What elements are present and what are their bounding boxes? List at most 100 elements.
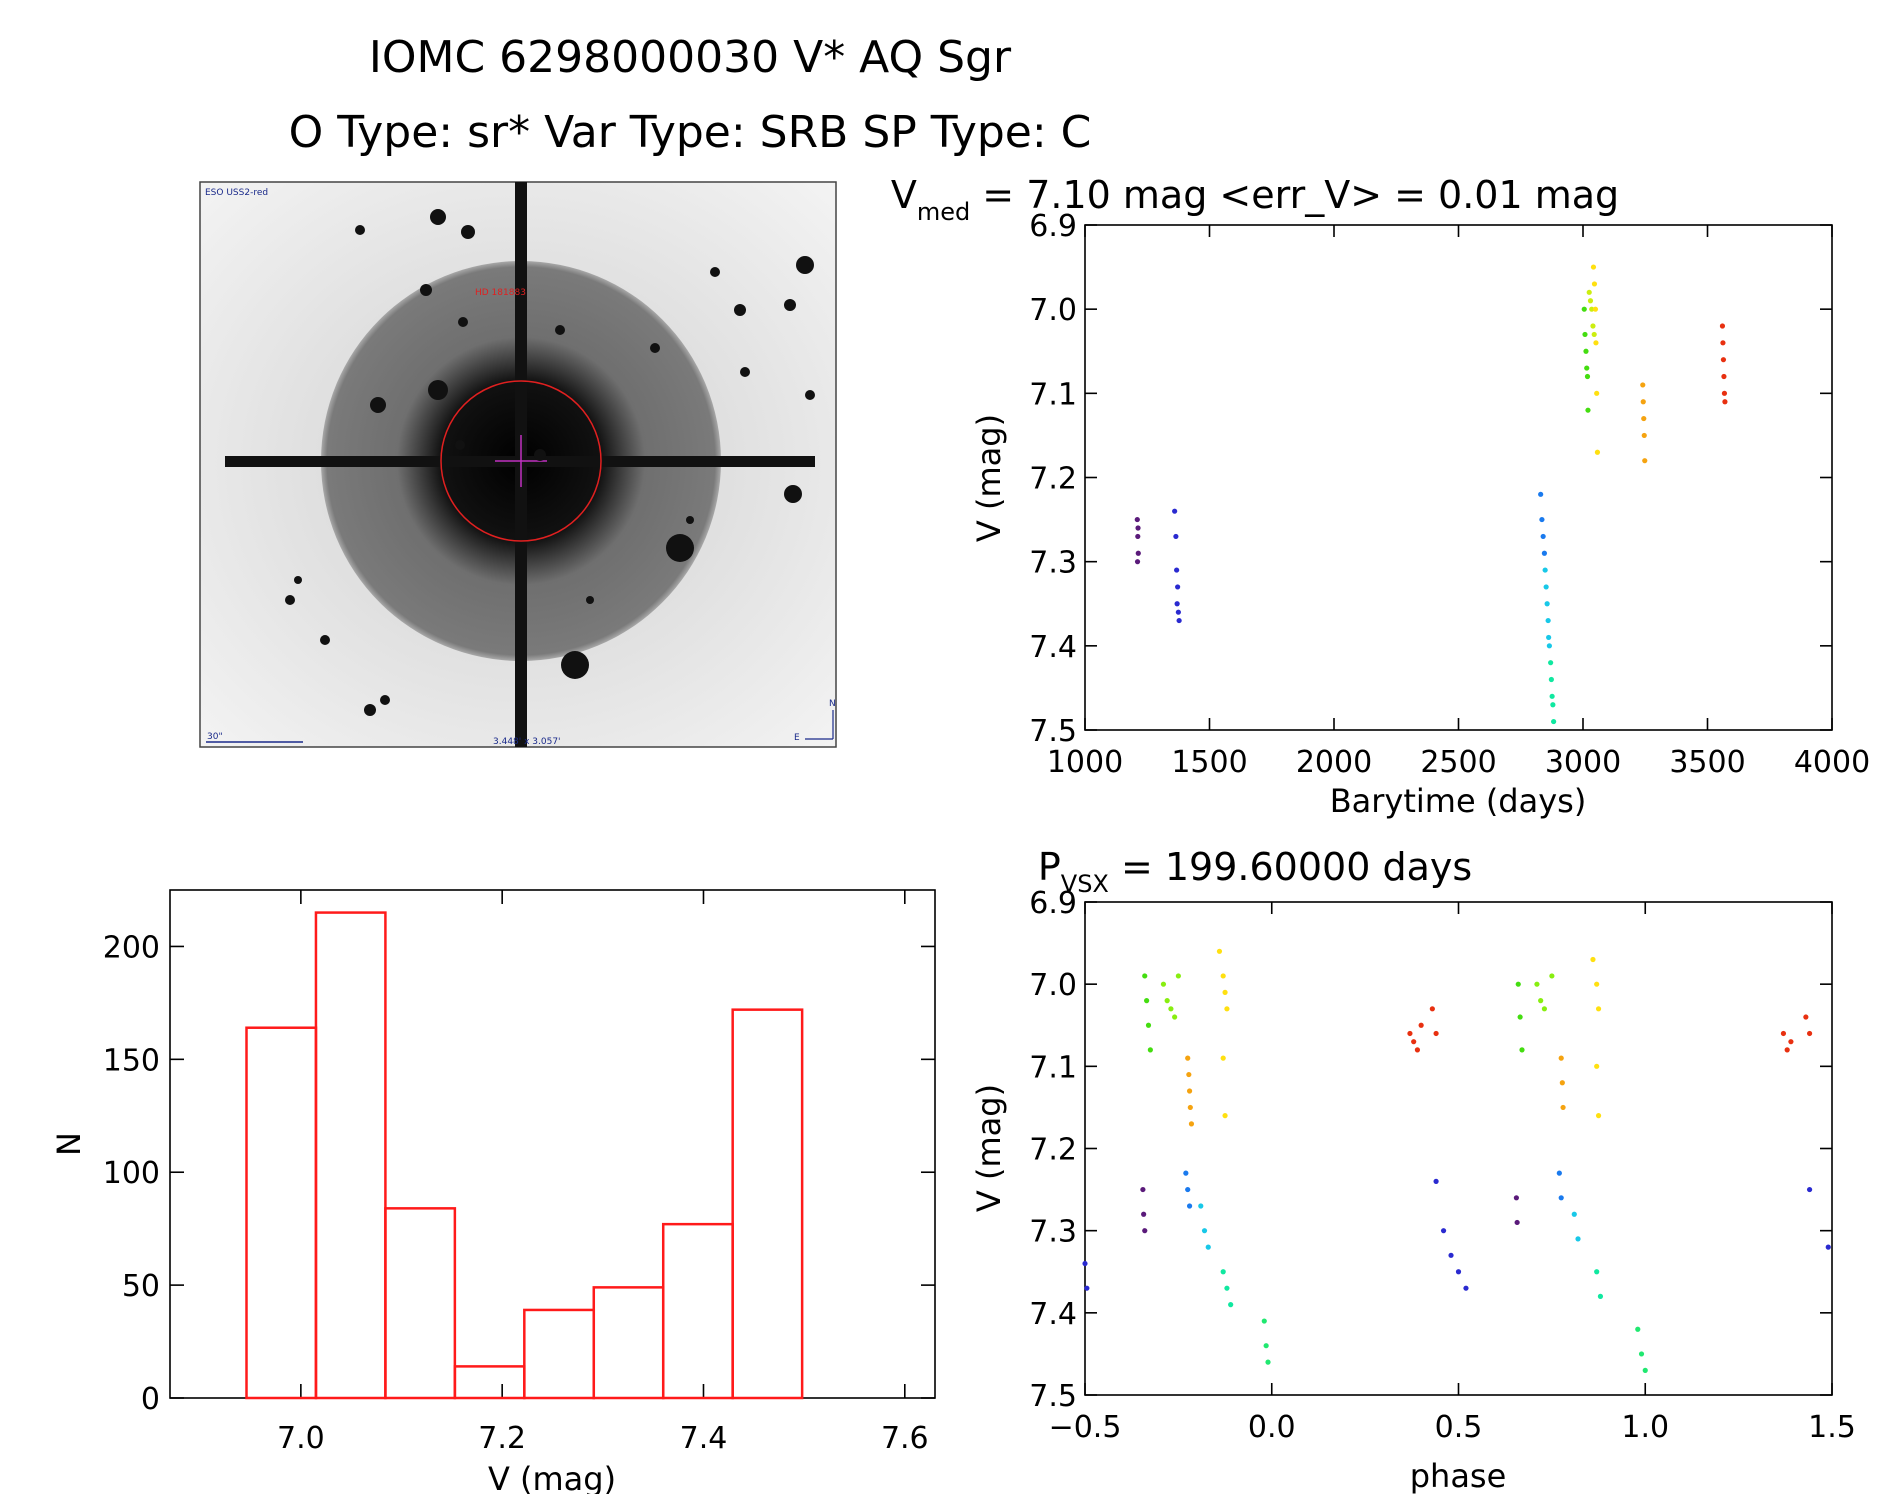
phase-panel: PVSX = 199.60000 days −0.5 0.0 0.5 1.0 1.5 6.… bbox=[970, 845, 1856, 1494]
histogram-ticks: 7.0 7.2 7.4 7.6 0 50 100 150 200 bbox=[103, 890, 935, 1456]
phase-point bbox=[1788, 1039, 1794, 1045]
phase-point bbox=[1183, 1170, 1189, 1176]
phase-point bbox=[1519, 1047, 1525, 1053]
phase-point bbox=[1463, 1285, 1469, 1291]
histogram-bar bbox=[245, 1026, 318, 1400]
phase-point bbox=[1411, 1039, 1417, 1045]
light-curve-point bbox=[1543, 584, 1549, 590]
phase-point bbox=[1448, 1252, 1454, 1258]
phase-point bbox=[1222, 1113, 1228, 1119]
phase-point bbox=[1187, 1104, 1193, 1111]
phase-point bbox=[1414, 1047, 1421, 1053]
histogram-bar bbox=[314, 911, 387, 1400]
light-curve-point bbox=[1548, 660, 1554, 666]
histogram-axes bbox=[169, 889, 936, 1399]
light-curve-point bbox=[1590, 264, 1597, 270]
light-curve-xtick-label: 1000 bbox=[1047, 745, 1123, 780]
light-curve-point bbox=[1540, 533, 1546, 540]
light-curve-ytick-label: 6.9 bbox=[1029, 209, 1077, 244]
phase-point bbox=[1825, 1244, 1831, 1250]
light-curve-point bbox=[1584, 365, 1590, 371]
phase-point bbox=[1142, 973, 1148, 979]
phase-point bbox=[1140, 1186, 1146, 1193]
phase-point bbox=[1186, 1071, 1192, 1078]
scale-label: 30" bbox=[207, 732, 223, 742]
light-curve-point bbox=[1594, 390, 1600, 396]
phase-point bbox=[1265, 1359, 1271, 1365]
star-label: HD 181883 bbox=[475, 288, 526, 298]
light-curve-ticks: 1000 1500 2000 2500 3000 3500 4000 6.9 7.0 7.1 7.2… bbox=[1029, 209, 1870, 780]
light-curve-xtick-label: 2500 bbox=[1420, 745, 1496, 780]
histogram-ytick-label: 150 bbox=[103, 1043, 160, 1078]
light-curve-point bbox=[1585, 407, 1591, 413]
figure-title: IOMC 6298000030 V* AQ Sgr bbox=[369, 32, 1012, 83]
phase-point bbox=[1556, 1170, 1562, 1176]
phase-point bbox=[1538, 998, 1544, 1004]
phase-point bbox=[1515, 981, 1521, 987]
phase-point bbox=[1185, 1055, 1191, 1061]
phase-point bbox=[1168, 1006, 1174, 1012]
phase-point bbox=[1642, 1367, 1648, 1373]
phase-point bbox=[1590, 956, 1596, 963]
phase-point bbox=[1433, 1030, 1439, 1037]
phase-point bbox=[1806, 1030, 1813, 1037]
histogram-ytick-label: 0 bbox=[141, 1382, 160, 1417]
light-curve-point bbox=[1546, 643, 1552, 649]
phase-xtick-label: 1.5 bbox=[1808, 1410, 1856, 1445]
phase-point bbox=[1142, 1228, 1148, 1234]
light-curve-point bbox=[1175, 609, 1181, 615]
phase-point bbox=[1220, 1055, 1226, 1061]
light-curve-point bbox=[1582, 331, 1588, 338]
phase-point bbox=[1407, 1030, 1413, 1037]
phase-ytick-label: 7.3 bbox=[1029, 1215, 1077, 1250]
survey-label: ESO USS2-red bbox=[205, 188, 268, 198]
light-curve-point bbox=[1722, 399, 1728, 405]
histogram-xlabel: V (mag) bbox=[488, 1460, 616, 1494]
light-curve-ytick-label: 7.0 bbox=[1029, 293, 1077, 328]
phase-point bbox=[1803, 1014, 1809, 1020]
phase-point bbox=[1517, 1014, 1523, 1020]
phase-xlabel: phase bbox=[1410, 1457, 1507, 1494]
histogram-ytick-label: 50 bbox=[122, 1269, 160, 1304]
light-curve-point bbox=[1586, 289, 1592, 295]
phase-point bbox=[1224, 1285, 1230, 1291]
phase-point bbox=[1164, 998, 1170, 1004]
light-curve-point bbox=[1176, 617, 1182, 624]
light-curve-ytick-label: 7.4 bbox=[1029, 630, 1077, 665]
phase-ylabel: V (mag) bbox=[970, 1084, 1008, 1212]
phase-point bbox=[1220, 1269, 1226, 1275]
phase-point bbox=[1440, 1228, 1447, 1234]
phase-point bbox=[1534, 981, 1540, 987]
light-curve-point bbox=[1592, 306, 1599, 312]
phase-point bbox=[1222, 989, 1228, 995]
phase-ytick-label: 7.0 bbox=[1029, 968, 1077, 1003]
phase-point bbox=[1571, 1211, 1577, 1217]
light-curve-point bbox=[1583, 348, 1589, 354]
phase-point bbox=[1175, 973, 1181, 979]
phase-point bbox=[1594, 981, 1600, 987]
light-curve-point bbox=[1135, 550, 1141, 556]
light-curve-point bbox=[1550, 702, 1556, 708]
phase-point bbox=[1594, 1269, 1600, 1275]
histogram-xtick-label: 7.6 bbox=[881, 1421, 929, 1456]
histogram-xtick-label: 7.0 bbox=[277, 1421, 325, 1456]
phase-point bbox=[1144, 998, 1150, 1004]
phase-point bbox=[1595, 1113, 1602, 1119]
histogram-ylabel: N bbox=[50, 1132, 88, 1156]
phase-point bbox=[1806, 1186, 1813, 1193]
phase-point bbox=[1201, 1228, 1208, 1234]
light-curve-point bbox=[1135, 525, 1141, 531]
phase-point bbox=[1082, 1260, 1088, 1267]
phase-point bbox=[1594, 1063, 1600, 1069]
phase-point bbox=[1595, 1006, 1602, 1012]
light-curve-point bbox=[1591, 281, 1598, 287]
phase-ytick-label: 7.5 bbox=[1029, 1379, 1077, 1414]
phase-point bbox=[1558, 1195, 1564, 1201]
histogram-xtick-label: 7.4 bbox=[680, 1421, 728, 1456]
light-curve-axes bbox=[1084, 224, 1833, 731]
light-curve-ytick-label: 7.2 bbox=[1029, 462, 1077, 497]
phase-point bbox=[1263, 1343, 1269, 1349]
histogram-bar bbox=[523, 1308, 596, 1400]
phase-point bbox=[1780, 1030, 1787, 1037]
phase-point bbox=[1188, 1121, 1195, 1127]
